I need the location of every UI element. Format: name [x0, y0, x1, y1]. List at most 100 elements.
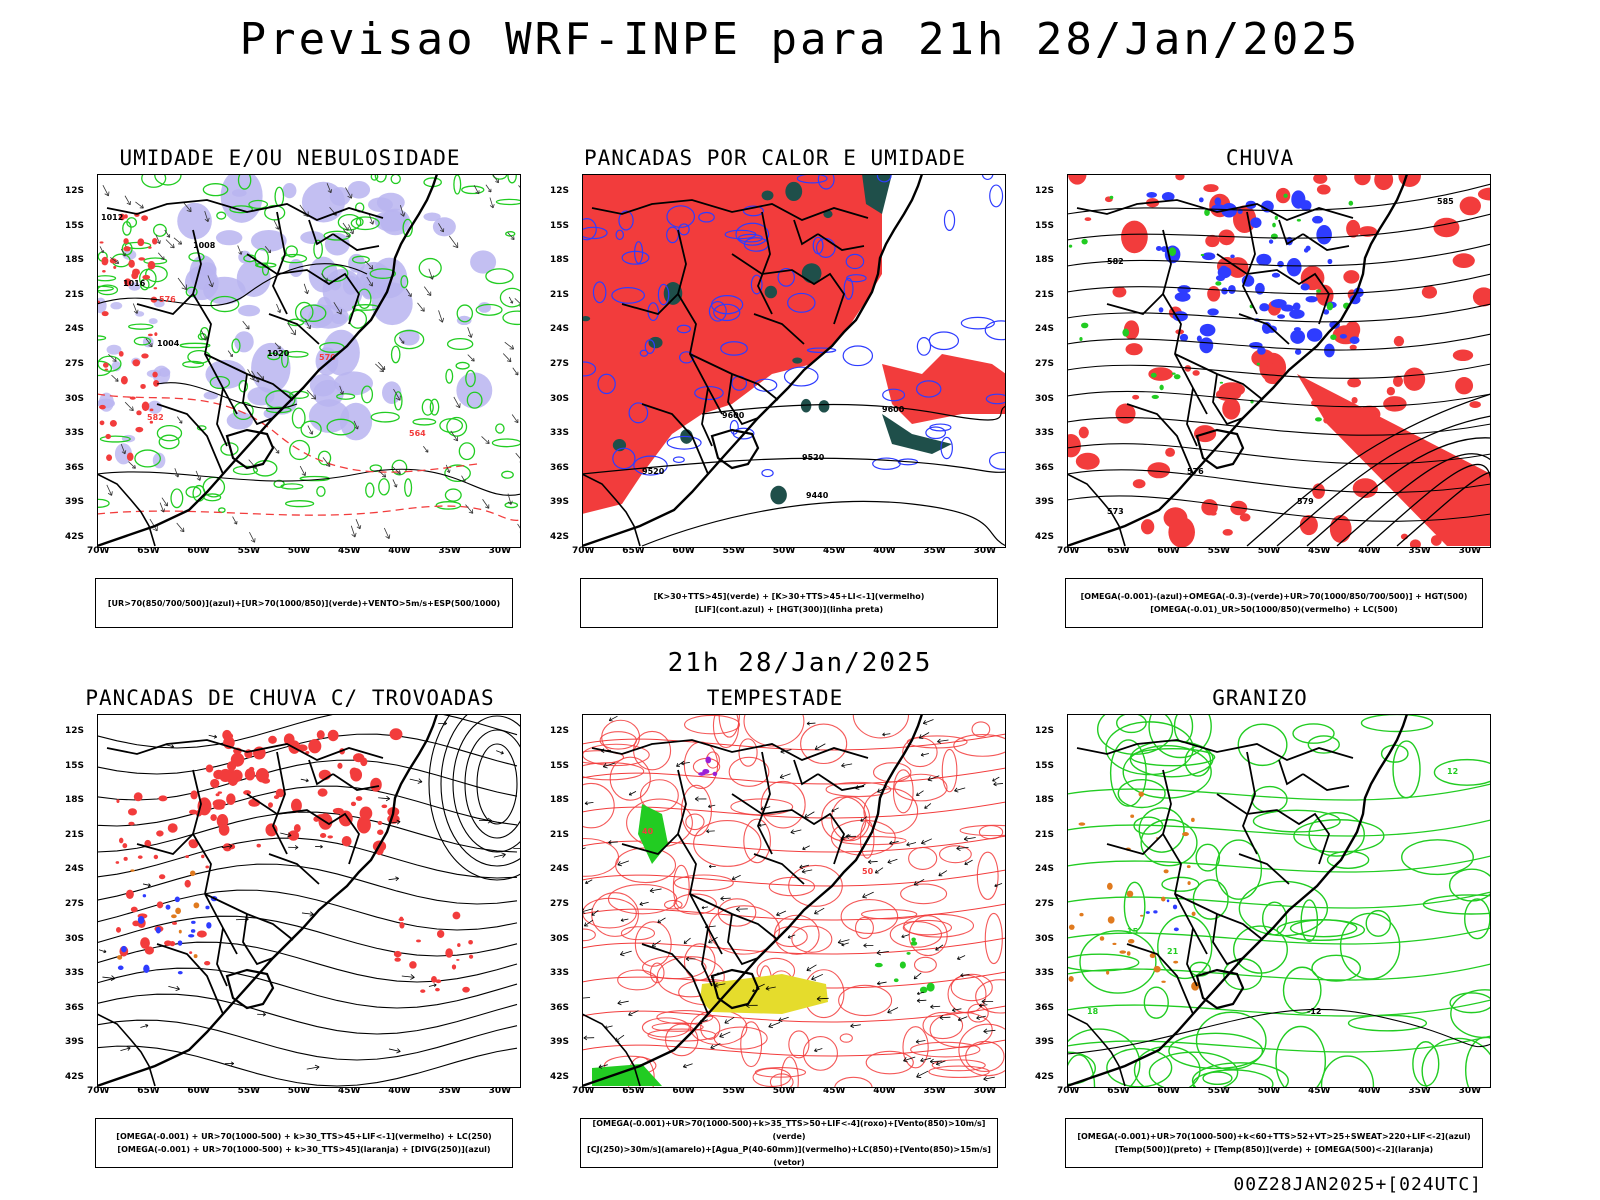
state-border [268, 853, 320, 885]
contour-label: 9600 [722, 411, 745, 420]
contour-label: 582 [1107, 257, 1124, 266]
lat-tick-label: 21S [550, 829, 570, 840]
legend-line: [UR>70(850/700/500)](azul)+[UR>70(1000/8… [107, 598, 501, 608]
lat-tick-label: 30S [550, 393, 570, 404]
legend-line: [K>30+TTS>45](verde) + [K>30+TTS>45+LI<-… [653, 592, 925, 601]
lat-tick-label: 15S [1035, 760, 1055, 771]
lon-tick-label: 30W [1458, 1086, 1482, 1096]
lon-tick-label: 50W [287, 1086, 311, 1096]
state-border [1278, 219, 1304, 246]
lat-tick-label: 18S [65, 795, 85, 806]
state-border [753, 853, 805, 885]
state-border [621, 833, 679, 856]
state-border [106, 199, 384, 221]
page-title: Previsao WRF-INPE para 21h 28/Jan/2025 [239, 14, 1361, 65]
lon-tick-label: 55W [722, 546, 746, 556]
lat-tick-label: 18S [550, 255, 570, 266]
lon-tick-label: 55W [722, 1086, 746, 1096]
lat-tick-label: 24S [550, 324, 570, 335]
state-border [793, 219, 819, 246]
state-border [1278, 759, 1304, 786]
state-border [701, 927, 713, 987]
lon-tick-label: 60W [187, 546, 210, 556]
state-border [1302, 773, 1350, 791]
lat-tick-label: 24S [1035, 864, 1055, 875]
lat-tick-label: 39S [65, 1037, 85, 1048]
panel-granizo: GRANIZO 12S 15S 18S 21S 24S 27S 30S 33S 36S 39S 42… [1025, 686, 1495, 1168]
lon-tick-label: 50W [772, 546, 796, 556]
contour-label: 1012 [101, 213, 123, 222]
lon-tick-label: 50W [1257, 1086, 1281, 1096]
lat-tick-label: 33S [550, 428, 570, 439]
lat-tick-label: 36S [550, 1002, 570, 1013]
state-border [1238, 313, 1290, 345]
contour-label: 15 [1127, 927, 1139, 936]
state-border [591, 739, 869, 761]
lon-tick-label: 50W [287, 546, 311, 556]
forecast-map: 9600 9600 9520 9520 9440 [582, 174, 1006, 548]
contour-label: 9520 [642, 467, 665, 476]
lat-tick-label: 15S [550, 760, 570, 771]
state-border [1186, 387, 1198, 447]
state-border [308, 759, 334, 786]
panel-title: GRANIZO [1212, 686, 1308, 710]
lon-tick-label: 65W [622, 1086, 645, 1096]
lon-tick-label: 60W [187, 1086, 210, 1096]
panel-title: PANCADAS DE CHUVA C/ TROVOADAS [85, 686, 495, 710]
lon-tick-label: 35W [923, 1086, 946, 1096]
lon-tick-label: 55W [1207, 1086, 1231, 1096]
state-border [156, 943, 224, 1015]
state-border [268, 313, 320, 345]
lat-tick-label: 36S [1035, 462, 1055, 473]
state-border [727, 373, 759, 426]
lon-tick-label: 55W [237, 1086, 261, 1096]
state-border [753, 313, 805, 345]
lat-tick-label: 33S [65, 428, 85, 439]
panel-title: UMIDADE E/OU NEBULOSIDADE [119, 146, 461, 170]
legend-line: [OMEGA(-0.01)_UR>50(1000/850)(vermelho) … [1150, 605, 1398, 614]
lon-tick-label: 70W [572, 546, 595, 556]
lon-tick-label: 65W [1107, 546, 1130, 556]
lon-tick-label: 45W [823, 546, 846, 556]
contour-label: 12 [1447, 767, 1458, 776]
panel-title: TEMPESTADE [706, 686, 844, 710]
lat-tick-label: 39S [1035, 497, 1055, 508]
panel-pancadas-calor: PANCADAS POR CALOR E UMIDADE 12S 15S 18S 21… [540, 146, 1010, 628]
lon-tick-label: 45W [1308, 1086, 1331, 1096]
lat-tick-label: 39S [550, 497, 570, 508]
lat-tick-label: 24S [1035, 324, 1055, 335]
contour-label: 579 [1297, 497, 1314, 506]
lon-tick-label: 35W [438, 1086, 461, 1096]
state-border [1126, 943, 1194, 1015]
forecast-map [97, 714, 521, 1088]
state-border [727, 913, 759, 966]
panel-legend: [OMEGA(-0.001) + UR>70(1000-500) + k>30_… [95, 1118, 513, 1168]
valid-time-label: 21h 28/Jan/2025 [667, 648, 933, 678]
country-border [225, 428, 275, 470]
contour-label: -12 [1307, 1007, 1321, 1016]
lat-tick-label: 21S [550, 289, 570, 300]
state-border [1174, 893, 1264, 941]
lon-tick-label: 45W [823, 1086, 846, 1096]
panel-legend: [K>30+TTS>45](verde) + [K>30+TTS>45+LI<-… [580, 578, 998, 628]
state-border [308, 219, 334, 246]
lat-tick-label: 36S [550, 462, 570, 473]
panel-title: PANCADAS POR CALOR E UMIDADE [583, 146, 966, 170]
lon-tick-label: 50W [772, 1086, 796, 1096]
lat-tick-label: 24S [550, 864, 570, 875]
lat-tick-label: 27S [65, 899, 85, 909]
legend-line: [OMEGA(-0.001) + UR>70(1000-500) + k>30_… [116, 1132, 492, 1141]
lat-tick-label: 18S [550, 795, 570, 806]
panel-pancadas-trovoadas: PANCADAS DE CHUVA C/ TROVOADAS 12S 15S 18S… [55, 686, 525, 1168]
state-border [793, 759, 819, 786]
state-border [1106, 293, 1164, 316]
lat-tick-label: 15S [65, 220, 85, 231]
contour-label: 1008 [193, 241, 216, 250]
country-border [1195, 428, 1245, 470]
lat-tick-label: 42S [550, 1072, 570, 1082]
lat-tick-label: 33S [1035, 428, 1055, 439]
state-border [242, 373, 274, 426]
lon-tick-label: 60W [1157, 546, 1180, 556]
state-border [106, 739, 384, 761]
